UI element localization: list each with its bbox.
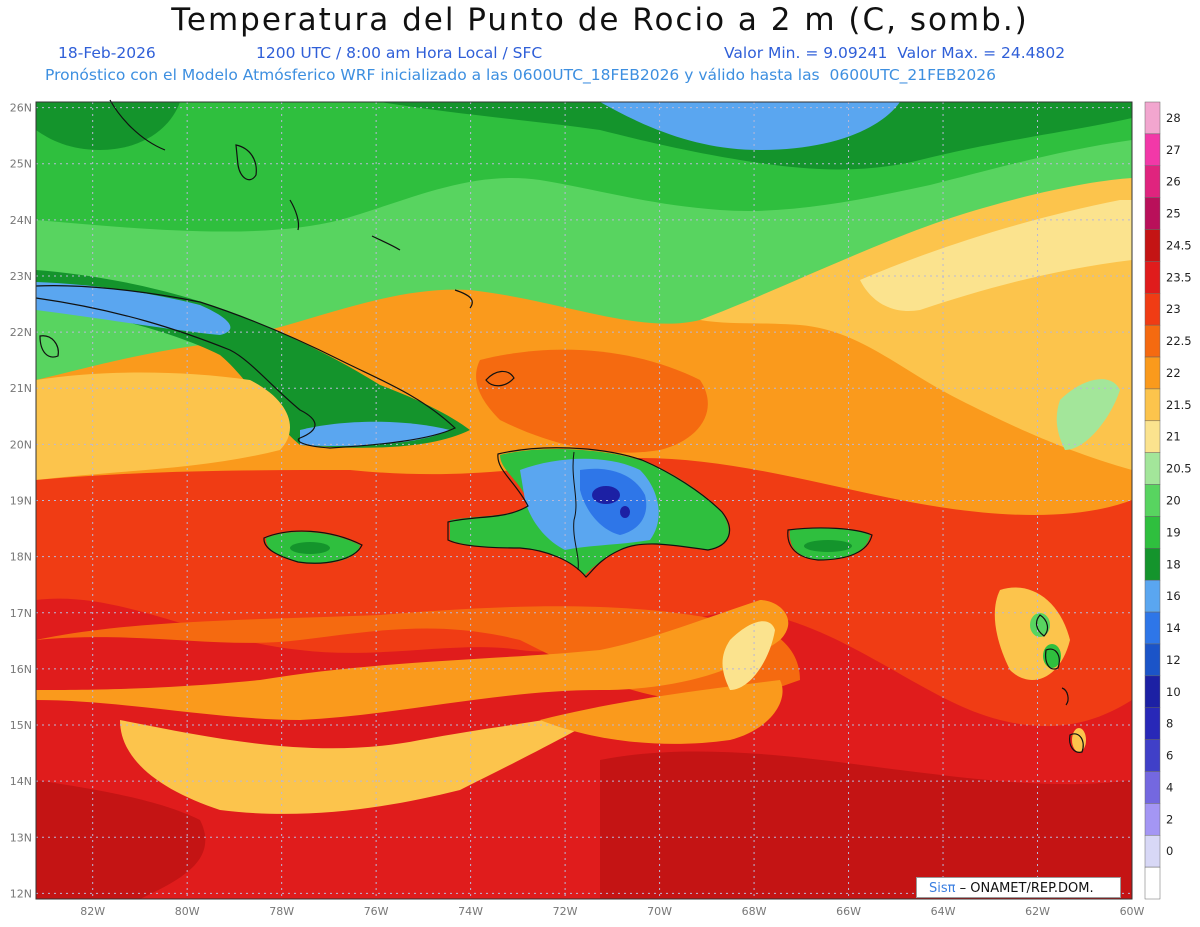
- shaded-field: [36, 102, 1132, 899]
- legend-swatch: [1144, 834, 1161, 868]
- forecast-date: 18-Feb-2026: [58, 44, 156, 62]
- legend-label: 19: [1166, 525, 1181, 539]
- legend-label: 16: [1166, 589, 1181, 603]
- lon-tick-label: 68W: [742, 905, 767, 918]
- lon-tick-label: 60W: [1120, 905, 1145, 918]
- legend-label: 6: [1166, 749, 1173, 763]
- lat-tick-label: 22N: [10, 326, 32, 339]
- legend-swatch: [1144, 643, 1161, 677]
- lat-tick-label: 16N: [10, 663, 32, 676]
- lon-tick-label: 64W: [931, 905, 956, 918]
- lat-tick-label: 13N: [10, 831, 32, 844]
- legend-label: 18: [1166, 557, 1181, 571]
- legend-label: 12: [1166, 653, 1181, 667]
- plot-frame: [35, 101, 1133, 900]
- lon-tick-label: 82W: [80, 905, 105, 918]
- lat-tick-label: 17N: [10, 607, 32, 620]
- lon-tick-label: 80W: [175, 905, 200, 918]
- legend-swatch: [1144, 611, 1161, 645]
- legend-label: 25: [1166, 207, 1181, 221]
- lat-tick-label: 26N: [10, 102, 32, 115]
- lat-tick-label: 20N: [10, 438, 32, 451]
- lon-tick-label: 70W: [647, 905, 672, 918]
- legend-label: 20.5: [1166, 462, 1192, 476]
- lon-tick-label: 76W: [364, 905, 389, 918]
- legend-swatch: [1144, 261, 1161, 294]
- legend-label: 14: [1166, 621, 1181, 635]
- lat-tick-label: 19N: [10, 495, 32, 508]
- map-title: Temperatura del Punto de Rocio a 2 m (C,…: [171, 2, 1029, 38]
- legend-label: 28: [1166, 111, 1181, 125]
- legend-label: 10: [1166, 685, 1181, 699]
- credit-box: Sisπ – ONAMET/REP.DOM.: [916, 877, 1121, 898]
- legend-swatch: [1144, 324, 1161, 358]
- legend-label: 8: [1166, 717, 1173, 731]
- legend-label: 22: [1166, 366, 1181, 380]
- credit-text: – ONAMET/REP.DOM.: [955, 881, 1094, 896]
- legend-swatch: [1144, 229, 1161, 262]
- legend-swatch: [1144, 293, 1161, 326]
- legend-swatch: [1144, 133, 1161, 167]
- sispi-logo: Sisπ: [929, 881, 956, 896]
- legend-swatch: [1144, 356, 1161, 390]
- lat-tick-label: 15N: [10, 719, 32, 732]
- lat-tick-label: 23N: [10, 270, 32, 283]
- legend-swatch: [1144, 579, 1161, 613]
- lon-tick-label: 72W: [553, 905, 578, 918]
- legend-label: 21.5: [1166, 398, 1192, 412]
- lon-tick-label: 78W: [269, 905, 294, 918]
- legend-swatch: [1144, 739, 1161, 772]
- longitude-labels: 82W 80W 78W 76W 74W 72W 70W 68W 66W 64W 62W 60W: [80, 905, 1144, 918]
- lon-tick-label: 74W: [458, 905, 483, 918]
- legend-label: 4: [1166, 780, 1173, 794]
- legend-label: 23: [1166, 302, 1181, 316]
- color-legend: 2827262524.523.52322.52221.52120.5201918…: [1144, 101, 1192, 900]
- latitude-labels: 26N 25N 24N 23N 22N 21N 20N 19N 18N 17N 16N 15N 14N 1…: [10, 102, 32, 901]
- lat-tick-label: 25N: [10, 158, 32, 171]
- legend-label: 23.5: [1166, 270, 1192, 284]
- lat-tick-label: 18N: [10, 551, 32, 564]
- legend-label: 27: [1166, 143, 1181, 157]
- legend-swatch: [1144, 516, 1161, 549]
- legend-swatch: [1144, 388, 1161, 422]
- legend-swatch: [1144, 101, 1161, 135]
- legend-label: 24.5: [1166, 238, 1192, 252]
- legend-swatch: [1144, 197, 1161, 230]
- graticule: [36, 102, 1133, 899]
- legend-swatch: [1144, 803, 1161, 836]
- lat-tick-label: 21N: [10, 382, 32, 395]
- lon-tick-label: 66W: [836, 905, 861, 918]
- legend-label: 0: [1166, 844, 1173, 858]
- legend-swatch: [1144, 675, 1161, 708]
- lat-tick-label: 24N: [10, 214, 32, 227]
- coastlines: [35, 99, 1084, 753]
- forecast-time: 1200 UTC / 8:00 am Hora Local / SFC: [256, 44, 543, 62]
- legend-swatch: [1144, 707, 1161, 740]
- value-range: Valor Min. = 9.09241 Valor Max. = 24.480…: [724, 44, 1066, 62]
- legend-swatch: [1144, 484, 1161, 517]
- legend-label: 20: [1166, 494, 1181, 508]
- lat-tick-label: 14N: [10, 775, 32, 788]
- model-description: Pronóstico con el Modelo Atmósferico WRF…: [45, 66, 996, 84]
- legend-label: 22.5: [1166, 334, 1192, 348]
- legend-swatch: [1144, 420, 1161, 453]
- legend-swatch: [1144, 452, 1161, 485]
- legend-label: 21: [1166, 430, 1181, 444]
- legend-label: 2: [1166, 812, 1173, 826]
- legend-swatch: [1144, 548, 1161, 581]
- legend-swatch: [1144, 866, 1161, 900]
- lon-tick-label: 62W: [1025, 905, 1050, 918]
- legend-swatch: [1144, 771, 1161, 804]
- legend-swatch: [1144, 165, 1161, 198]
- lat-tick-label: 12N: [10, 887, 32, 900]
- legend-label: 26: [1166, 175, 1181, 189]
